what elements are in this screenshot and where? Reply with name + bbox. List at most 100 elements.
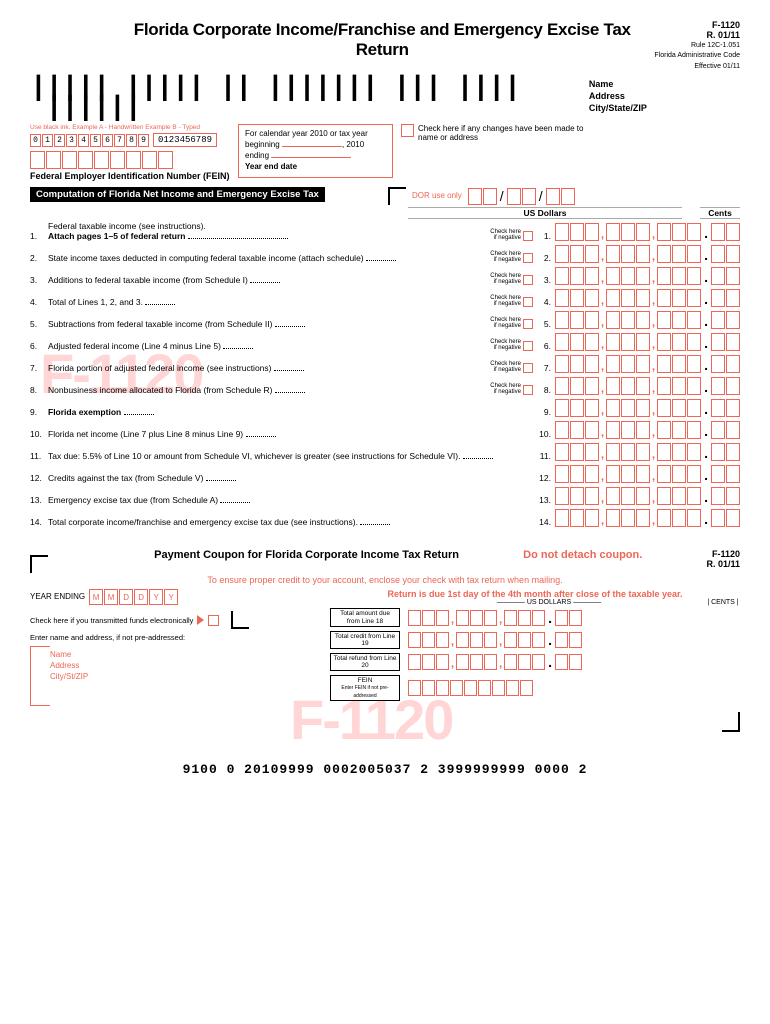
- line-number-right: 12.: [535, 473, 551, 483]
- amount-input[interactable]: , , .: [555, 377, 740, 395]
- line-text: Total of Lines 1, 2, and 3.: [48, 297, 479, 307]
- line-text: Nonbusiness income allocated to Florida …: [48, 385, 479, 395]
- check-negative-label: Check here if negative: [479, 229, 521, 241]
- line-row: 4. Total of Lines 1, 2, and 3. Check her…: [30, 289, 740, 307]
- form-revision: R. 01/11: [654, 30, 740, 40]
- line-number: 10.: [30, 429, 48, 439]
- example-label: Use black ink. Example A - Handwritten E…: [30, 124, 230, 131]
- amount-input[interactable]: , , .: [555, 223, 740, 241]
- line-text: Additions to federal taxable income (fro…: [48, 275, 479, 285]
- form-effective: Effective 01/11: [654, 63, 740, 71]
- line-number-right: 7.: [535, 363, 551, 373]
- electron-check: Check here if you transmitted funds elec…: [30, 611, 320, 629]
- line-number-right: 2.: [535, 253, 551, 263]
- coupon-due-label: Return is due 1st day of the 4th month a…: [330, 589, 740, 599]
- line-text: Total corporate income/franchise and eme…: [48, 517, 535, 527]
- amount-input[interactable]: , , .: [555, 289, 740, 307]
- amount-input[interactable]: , , .: [555, 487, 740, 505]
- amount-input[interactable]: , , .: [555, 399, 740, 417]
- line-row: 3. Additions to federal taxable income (…: [30, 267, 740, 285]
- line-row: 6. Adjusted federal income (Line 4 minus…: [30, 333, 740, 351]
- electron-checkbox[interactable]: [208, 615, 219, 626]
- line-row: 9. Florida exemption 9. , , .: [30, 399, 740, 417]
- coupon-amount-label: Total refund from Line 20: [330, 653, 400, 671]
- line-text: Emergency excise tax due (from Schedule …: [48, 495, 535, 505]
- line-row: 13. Emergency excise tax due (from Sched…: [30, 487, 740, 505]
- negative-checkbox[interactable]: [523, 253, 533, 263]
- check-negative-label: Check here if negative: [479, 317, 521, 329]
- year-l1: For calendar year 2010 or tax year: [245, 129, 386, 138]
- amount-input[interactable]: , , .: [555, 245, 740, 263]
- amount-input[interactable]: , , .: [555, 355, 740, 373]
- amount-input[interactable]: , , .: [555, 465, 740, 483]
- line-text: Subtractions from federal taxable income…: [48, 319, 479, 329]
- line-number: 6.: [30, 341, 48, 351]
- amount-input[interactable]: , , .: [408, 610, 582, 626]
- fein-coupon-boxes[interactable]: [408, 680, 533, 696]
- line-number-right: 13.: [535, 495, 551, 505]
- negative-checkbox[interactable]: [523, 385, 533, 395]
- form-admin: Florida Administrative Code: [654, 52, 740, 60]
- name-label: Name: [589, 79, 647, 89]
- amount-input[interactable]: , , .: [555, 311, 740, 329]
- csz-label: City/State/ZIP: [589, 103, 647, 113]
- title-row: Florida Corporate Income/Franchise and E…: [30, 20, 740, 71]
- name-block: Name Address City/State/ZIP: [589, 79, 647, 115]
- changes-checkbox[interactable]: [401, 124, 414, 137]
- coupon-amount-row: Total amount due from Line 18 , , .: [330, 608, 740, 626]
- form-rule: Rule 12C-1.051: [654, 42, 740, 50]
- amount-input[interactable]: , , .: [555, 421, 740, 439]
- check-negative-label: Check here if negative: [479, 361, 521, 373]
- check-negative-label: Check here if negative: [479, 339, 521, 351]
- amount-input[interactable]: , , .: [408, 632, 582, 648]
- dor-date-boxes[interactable]: //: [468, 188, 575, 205]
- line-number: 5.: [30, 319, 48, 329]
- coupon-amount-label: Total amount due from Line 18: [330, 608, 400, 626]
- negative-checkbox[interactable]: [523, 363, 533, 373]
- example-block: Use black ink. Example A - Handwritten E…: [30, 124, 230, 181]
- coupon-amount-row: Total refund from Line 20 , , .: [330, 653, 740, 671]
- barcode-row: ||||| ||||| || ||||||| ||| |||| |||||| N…: [30, 79, 740, 118]
- line-number: 13.: [30, 495, 48, 505]
- line-number-right: 11.: [535, 451, 551, 461]
- line-number: 12.: [30, 473, 48, 483]
- line-number: 2.: [30, 253, 48, 263]
- line-text: Credits against the tax (from Schedule V…: [48, 473, 535, 483]
- negative-checkbox[interactable]: [523, 231, 533, 241]
- crop-mark-icon: [722, 712, 740, 732]
- year-end-date: Year end date: [245, 162, 386, 171]
- negative-checkbox[interactable]: [523, 297, 533, 307]
- negative-checkbox[interactable]: [523, 341, 533, 351]
- amount-input[interactable]: , , .: [408, 654, 582, 670]
- computation-section: F-1120 1. Federal taxable income (see in…: [30, 221, 740, 527]
- coupon-usd-header: ———— US DOLLARS ———— | CENTS |: [330, 599, 740, 606]
- line-row: 5. Subtractions from federal taxable inc…: [30, 311, 740, 329]
- form-code: F-1120: [654, 20, 740, 30]
- amount-input[interactable]: , , .: [555, 509, 740, 527]
- line-text: Adjusted federal income (Line 4 minus Li…: [48, 341, 479, 351]
- line-number-right: 5.: [535, 319, 551, 329]
- amount-input[interactable]: , , .: [555, 443, 740, 461]
- negative-checkbox[interactable]: [523, 319, 533, 329]
- line-number-right: 9.: [535, 407, 551, 417]
- year-ending-boxes[interactable]: MMDDYY: [89, 589, 178, 605]
- fein-input-boxes[interactable]: [30, 151, 230, 169]
- coupon-amount-label: Total credit from Line 19: [330, 631, 400, 649]
- form-code-block: F-1120 R. 01/11 Rule 12C-1.051 Florida A…: [654, 20, 740, 71]
- amount-input[interactable]: , , .: [555, 333, 740, 351]
- line-text: Florida exemption: [48, 407, 535, 417]
- address-label: Address: [589, 91, 647, 101]
- top-row: Use black ink. Example A - Handwritten E…: [30, 124, 740, 181]
- negative-checkbox[interactable]: [523, 275, 533, 285]
- line-number-right: 1.: [535, 231, 551, 241]
- coupon-name-block: Name Address City/St/ZIP: [50, 650, 88, 706]
- amount-input[interactable]: , , .: [555, 267, 740, 285]
- main-title: Florida Corporate Income/Franchise and E…: [110, 20, 654, 60]
- line-number: 4.: [30, 297, 48, 307]
- check-negative-label: Check here if negative: [479, 295, 521, 307]
- fein-label: Federal Employer Identification Number (…: [30, 171, 230, 181]
- line-number: 1.: [30, 231, 48, 241]
- coupon-amount-row: Total credit from Line 19 , , .: [330, 631, 740, 649]
- line-number: 14.: [30, 517, 48, 527]
- line-number: 9.: [30, 407, 48, 417]
